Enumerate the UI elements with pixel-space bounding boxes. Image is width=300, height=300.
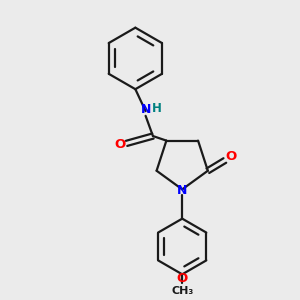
- Text: CH₃: CH₃: [171, 286, 193, 296]
- Text: O: O: [226, 151, 237, 164]
- Text: N: N: [140, 103, 151, 116]
- Text: H: H: [152, 102, 162, 115]
- Text: O: O: [115, 138, 126, 151]
- Text: N: N: [177, 184, 188, 197]
- Text: O: O: [177, 272, 188, 286]
